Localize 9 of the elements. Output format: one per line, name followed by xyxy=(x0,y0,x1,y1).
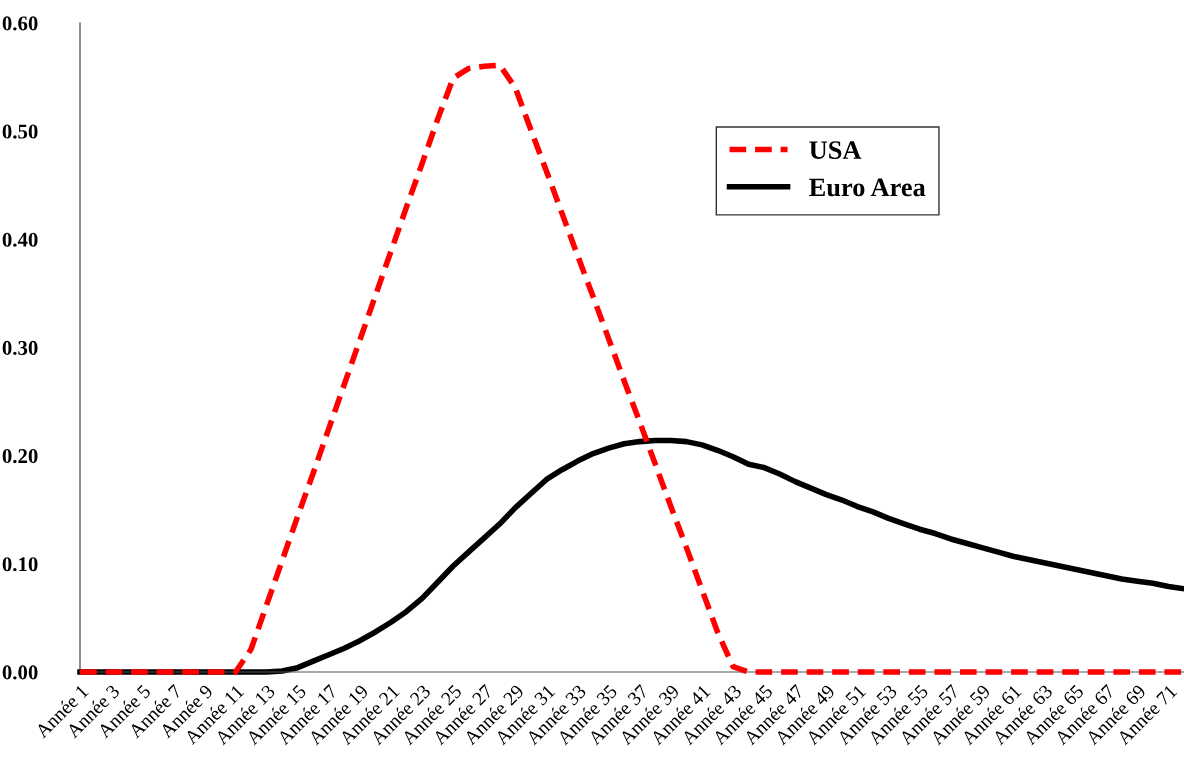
y-tick-label: 0.50 xyxy=(2,124,38,139)
y-tick-label: 0.60 xyxy=(2,16,38,31)
y-tick-label: 0.10 xyxy=(2,557,38,572)
y-tick-label: 0.30 xyxy=(2,340,38,356)
legend-label: USA xyxy=(809,141,862,159)
y-tick-label: 0.40 xyxy=(2,232,38,247)
y-tick-label: 0.20 xyxy=(2,449,38,464)
legend-label: Euro Area xyxy=(809,178,926,197)
y-tick-label: 0.00 xyxy=(2,665,38,680)
